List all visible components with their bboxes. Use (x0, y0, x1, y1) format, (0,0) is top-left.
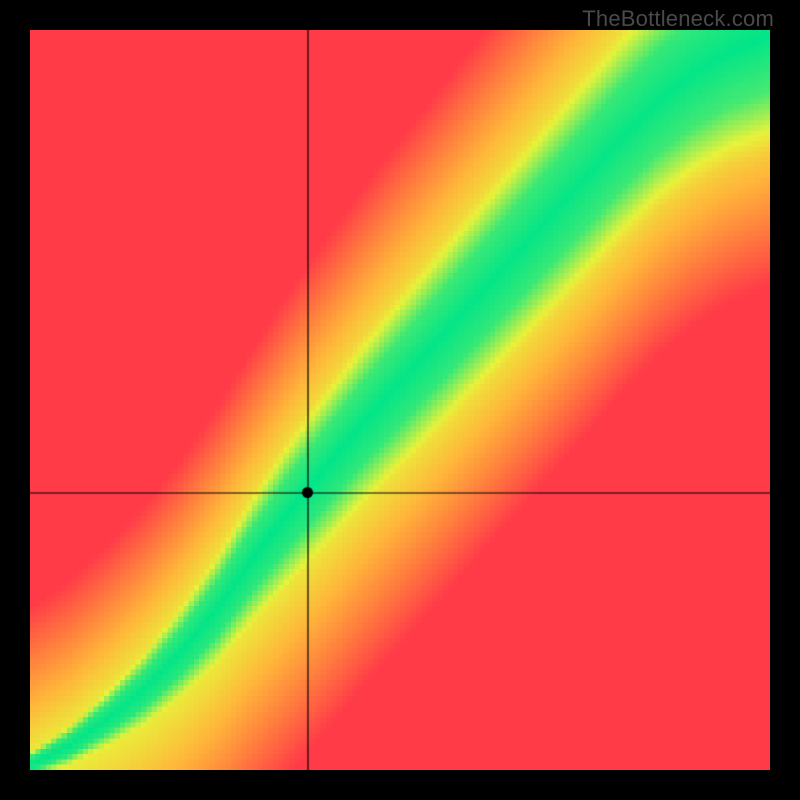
bottleneck-heatmap (30, 30, 770, 770)
chart-container: TheBottleneck.com (0, 0, 800, 800)
watermark-text: TheBottleneck.com (582, 6, 774, 32)
